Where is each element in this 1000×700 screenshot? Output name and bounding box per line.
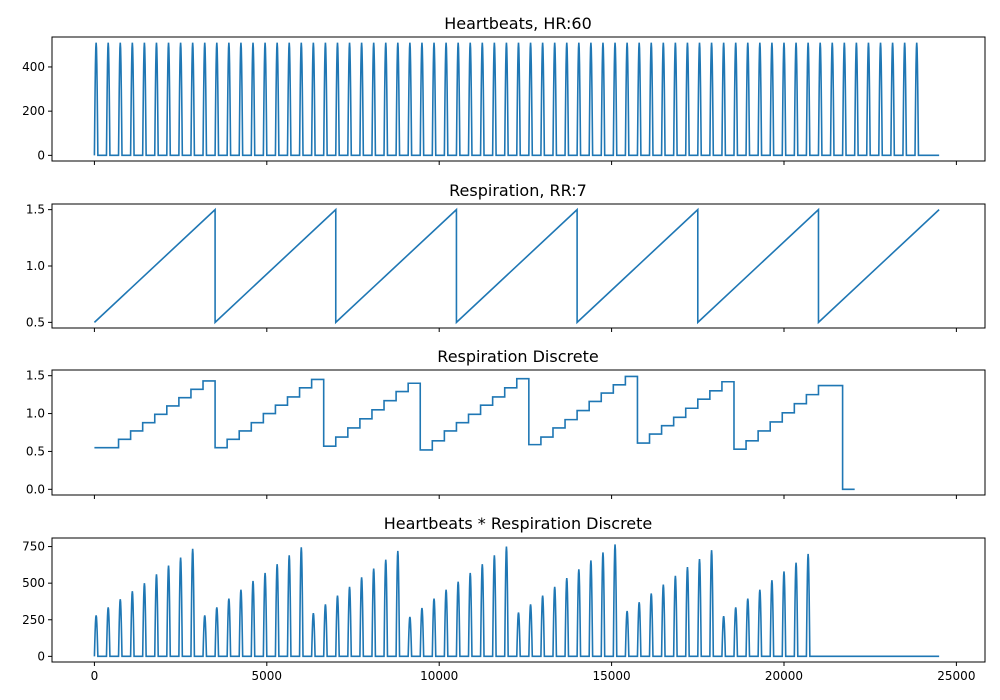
series-line-respiration [93,207,940,325]
plot-frame [51,369,986,496]
x-tick-label: 0 [91,669,99,683]
y-tick-label: 0 [37,148,45,162]
x-tick-label: 25000 [937,669,975,683]
y-tick-label: 250 [22,613,45,627]
subplot-title: Respiration, RR:7 [449,181,587,200]
x-axis-ticks [93,495,957,499]
subplot-title: Heartbeats, HR:60 [444,14,592,33]
series-line-respiration-discrete [94,375,855,491]
y-tick-label: 400 [22,60,45,74]
x-axis-ticks: 0 5000 10000 15000 20000 25000 [91,662,975,683]
y-tick-label: 1.0 [26,407,45,421]
y-tick-label: 0.0 [26,482,45,496]
y-tick-label: 200 [22,104,45,118]
y-tick-label: 500 [22,576,45,590]
subplot-heartbeats-x-respiration: Heartbeats * Respiration Discrete 0 250 50… [22,514,986,683]
plot-frame [51,36,986,162]
x-axis-ticks [93,161,957,165]
y-tick-label: 1.5 [26,203,45,217]
plot-frame [51,537,986,663]
y-tick-label: 1.0 [26,259,45,273]
y-tick-label: 0 [37,649,45,663]
x-tick-label: 15000 [592,669,630,683]
y-axis-ticks: 0.5 1.0 1.5 [26,203,52,329]
x-axis-ticks [93,328,957,332]
y-tick-label: 0.5 [26,315,45,329]
y-axis-ticks: 0.0 0.5 1.0 1.5 [26,369,52,496]
x-tick-label: 20000 [765,669,803,683]
x-tick-label: 10000 [420,669,458,683]
series-line-heartbeats-x-respiration [93,544,940,658]
series-line-heartbeats [93,42,940,157]
subplot-respiration: Respiration, RR:7 0.5 1.0 1.5 [26,181,986,332]
y-axis-ticks: 0 200 400 [22,60,52,162]
y-tick-label: 1.5 [26,369,45,383]
y-axis-ticks: 0 250 500 750 [22,540,52,663]
subplot-title: Respiration Discrete [437,347,598,366]
subplot-respiration-discrete: Respiration Discrete 0.0 0.5 1.0 1.5 [26,347,986,499]
y-tick-label: 0.5 [26,444,45,458]
y-tick-label: 750 [22,540,45,554]
subplot-title: Heartbeats * Respiration Discrete [384,514,653,533]
x-tick-label: 5000 [252,669,283,683]
subplot-heartbeats: Heartbeats, HR:60 0 200 400 [22,14,986,165]
